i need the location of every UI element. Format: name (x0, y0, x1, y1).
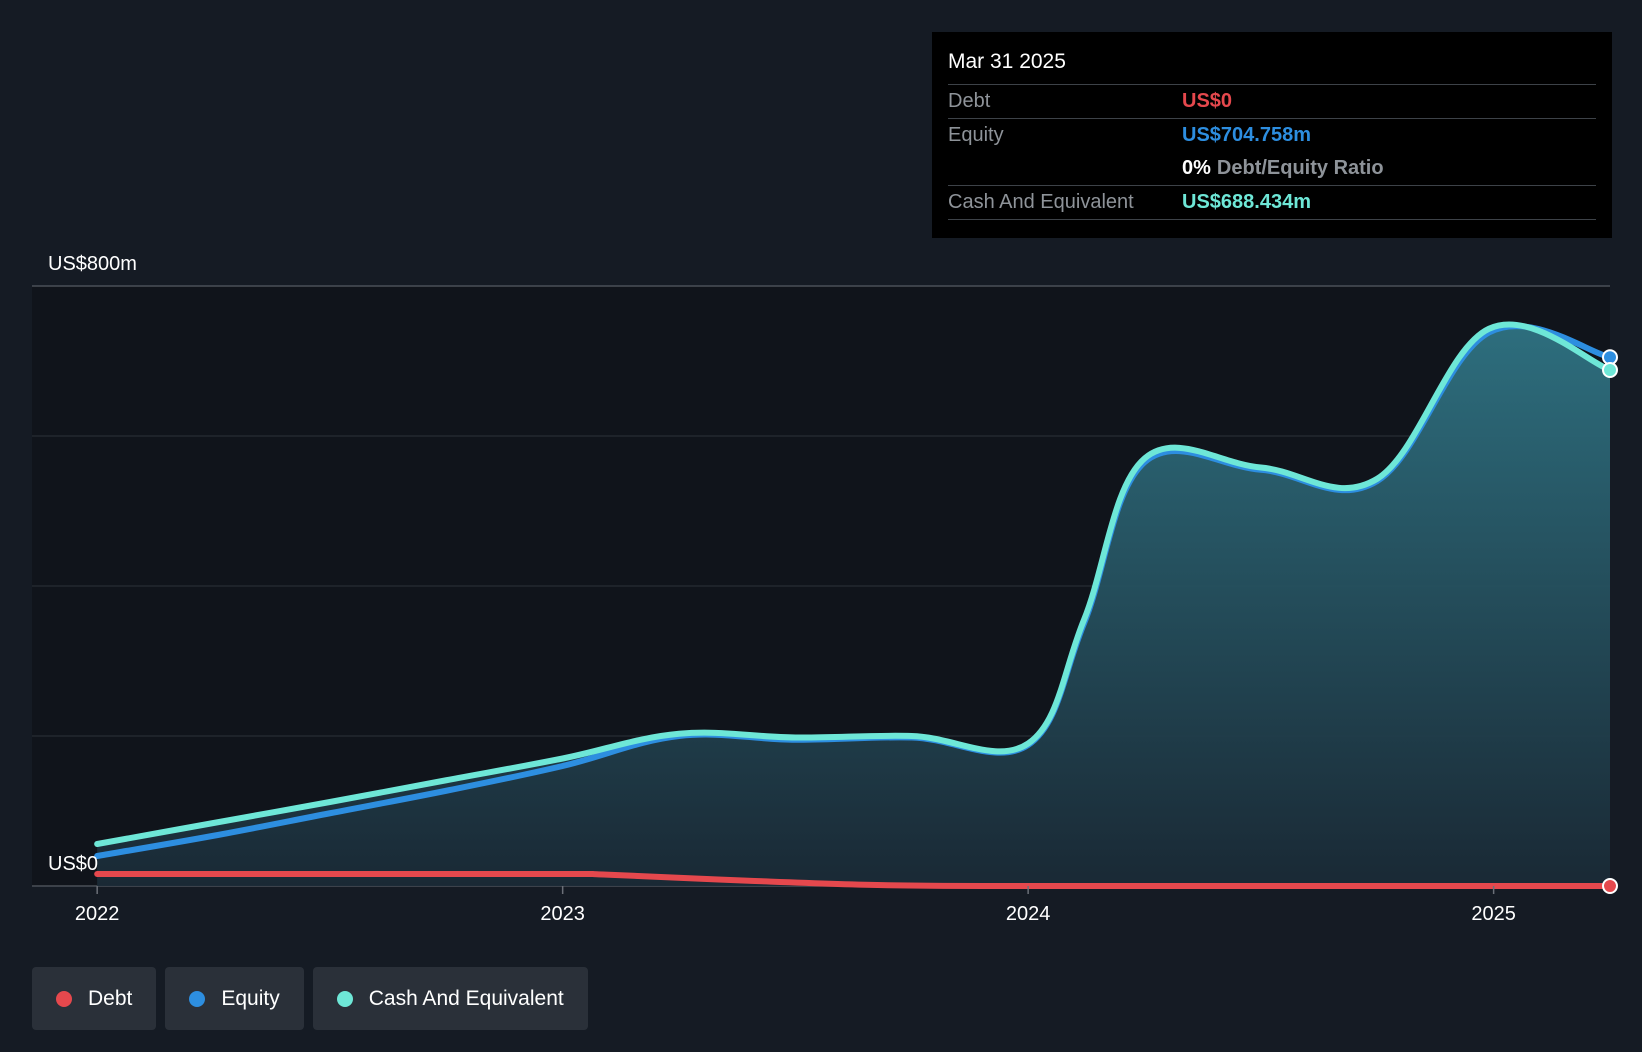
debt-line (94, 870, 1613, 890)
legend-item-debt[interactable]: Debt (32, 967, 157, 1030)
tooltip-row-cash: Cash And Equivalent US$688.434m (948, 185, 1596, 220)
legend-item-equity[interactable]: Equity (165, 967, 304, 1030)
tooltip-row-equity: Equity US$704.758m (948, 118, 1596, 152)
tooltip-ratio: 0% Debt/Equity Ratio (1182, 152, 1384, 185)
legend-dot-debt (56, 990, 72, 1007)
tooltip-debt-value: US$0 (1182, 90, 1233, 112)
tooltip-row-debt: Debt US$0 (948, 84, 1596, 118)
tooltip-equity-label: Equity (948, 124, 1004, 146)
cash-end-marker (1602, 362, 1618, 378)
legend-label-debt: Debt (88, 986, 133, 1010)
x-tick-label-2023: 2023 (540, 903, 585, 925)
tooltip-debt-label: Debt (948, 90, 991, 112)
legend-label-cash: Cash And Equivalent (368, 986, 564, 1010)
tooltip-date: Mar 31 2025 (948, 50, 1066, 73)
tooltip-ratio-label: Debt/Equity Ratio (1216, 157, 1384, 179)
tooltip-equity-value: US$704.758m (1182, 124, 1311, 146)
tooltip-ratio-percent: 0% (1182, 157, 1211, 179)
tooltip-panel: Mar 31 2025 Debt US$0 Equity US$704.758m… (932, 32, 1612, 238)
tooltip-cash-value: US$688.434m (1182, 191, 1311, 213)
x-tick-label-2024: 2024 (1006, 903, 1051, 925)
legend-dot-cash (336, 990, 353, 1007)
x-tick-label-2022: 2022 (75, 903, 120, 925)
chart-legend: Debt Equity Cash And Equivalent (32, 967, 588, 1030)
tooltip-row-ratio: 0% Debt/Equity Ratio (948, 152, 1596, 185)
y-axis-label-top: US$800m (48, 253, 137, 275)
y-axis-label-bottom: US$0 (48, 853, 98, 875)
tooltip-cash-label: Cash And Equivalent (948, 191, 1134, 213)
legend-label-equity: Equity (221, 986, 280, 1010)
cash-line (94, 321, 1613, 847)
legend-item-cash[interactable]: Cash And Equivalent (312, 967, 588, 1030)
legend-dot-equity (189, 990, 206, 1007)
debt-end-marker (1602, 878, 1618, 894)
x-tick-label-2025: 2025 (1471, 903, 1516, 925)
